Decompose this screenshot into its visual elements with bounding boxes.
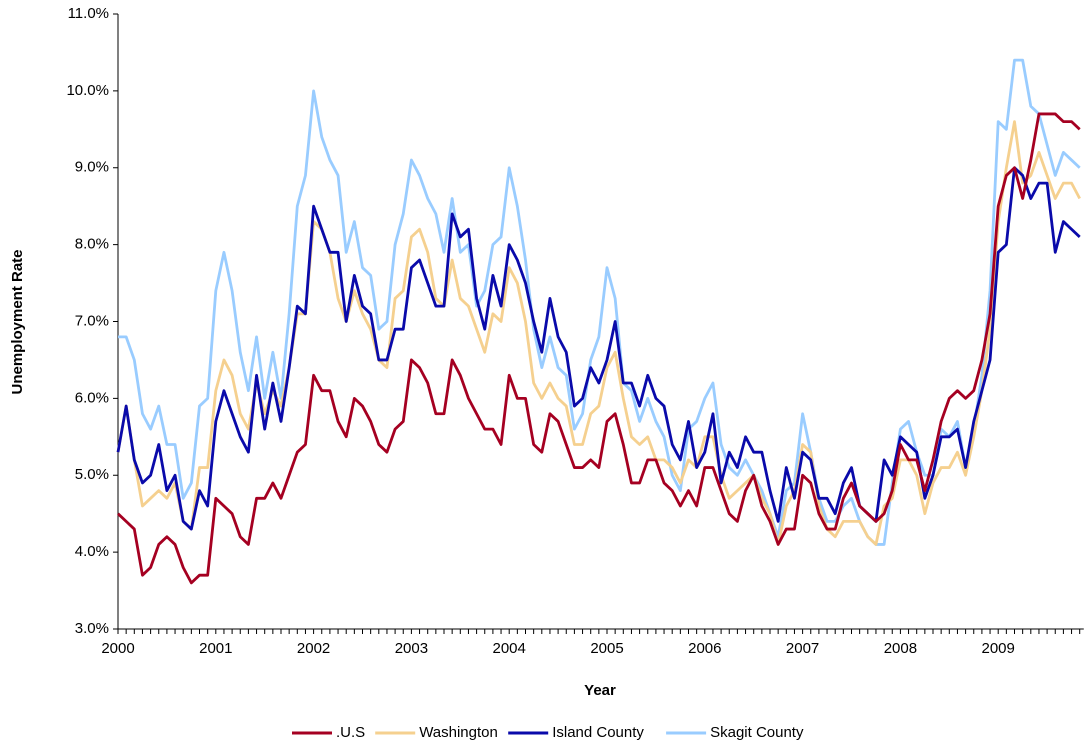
y-tick-label: 5.0%	[75, 466, 109, 483]
legend-label: Island County	[552, 724, 644, 741]
y-tick-label: 7.0%	[75, 312, 109, 329]
legend-label: Skagit County	[710, 724, 804, 741]
y-tick-label: 11.0%	[68, 5, 109, 22]
x-axis-title: Year	[584, 682, 616, 699]
y-tick-label: 9.0%	[75, 159, 109, 176]
x-tick-label: 2009	[982, 640, 1015, 657]
y-axis-title: Unemployment Rate	[9, 249, 26, 394]
x-tick-label: 2000	[101, 640, 134, 657]
x-tick-label: 2008	[884, 640, 917, 657]
y-tick-label: 3.0%	[75, 620, 109, 637]
series-line	[118, 58, 1081, 546]
x-tick-label: 2005	[590, 640, 623, 657]
x-tick-label: 2003	[395, 640, 428, 657]
legend-label: Washington	[419, 724, 498, 741]
series-line	[116, 120, 1081, 546]
y-tick-label: 10.0%	[66, 82, 109, 99]
y-tick-label: 8.0%	[75, 236, 109, 253]
x-tick-label: 2006	[688, 640, 721, 657]
x-tick-label: 2004	[493, 640, 526, 657]
x-tick-label: 2002	[297, 640, 330, 657]
series-line	[116, 166, 1081, 531]
y-tick-label: 4.0%	[75, 543, 109, 560]
legend-label: .U.S	[336, 724, 365, 741]
x-tick-label: 2001	[199, 640, 232, 657]
y-tick-label: 6.0%	[75, 389, 109, 406]
series-line	[117, 112, 1081, 585]
x-tick-label: 2007	[786, 640, 819, 657]
